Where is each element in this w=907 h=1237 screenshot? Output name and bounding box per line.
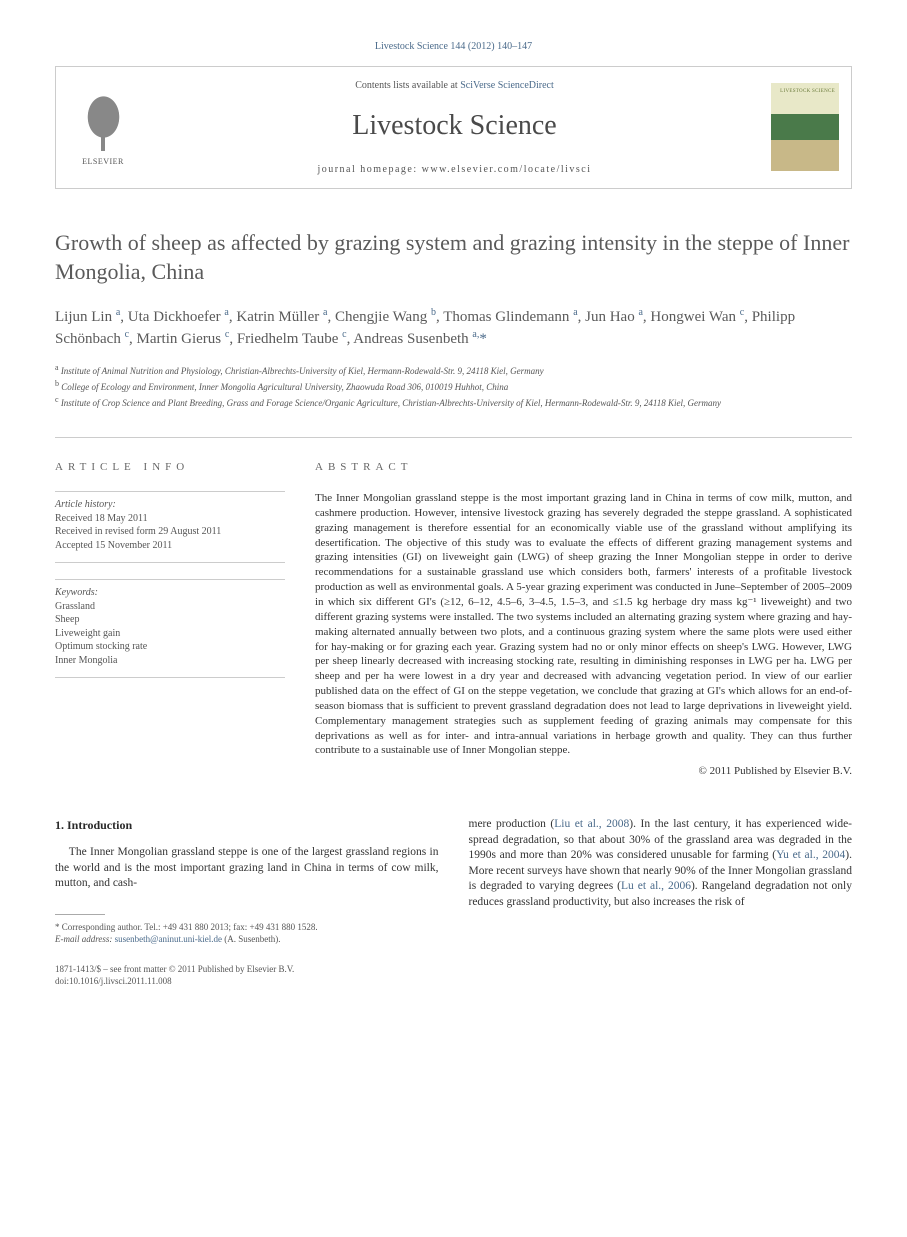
received-line: Received 18 May 2011 (55, 512, 285, 526)
accepted-line: Accepted 15 November 2011 (55, 539, 285, 553)
intro-col2: mere production (Liu et al., 2008). In t… (469, 817, 853, 910)
article-info: ARTICLE INFO Article history: Received 1… (55, 460, 285, 779)
abstract-copyright: © 2011 Published by Elsevier B.V. (315, 764, 852, 779)
email-suffix: (A. Susenbeth). (222, 934, 281, 944)
revised-line: Received in revised form 29 August 2011 (55, 525, 285, 539)
journal-reference: Livestock Science 144 (2012) 140–147 (55, 40, 852, 54)
info-abstract-row: ARTICLE INFO Article history: Received 1… (55, 437, 852, 779)
keyword-2: Liveweight gain (55, 627, 285, 641)
left-column: 1. Introduction The Inner Mongolian gras… (55, 817, 439, 987)
journal-name: Livestock Science (153, 107, 756, 145)
keyword-0: Grassland (55, 600, 285, 614)
issn-line: 1871-1413/$ – see front matter © 2011 Pu… (55, 963, 439, 975)
elsevier-logo: ELSEVIER (68, 87, 138, 167)
page: Livestock Science 144 (2012) 140–147 ELS… (0, 0, 907, 1027)
corr-author: * Corresponding author. Tel.: +49 431 88… (55, 921, 439, 933)
elsevier-tree-icon (76, 93, 131, 153)
article-info-heading: ARTICLE INFO (55, 460, 285, 475)
homepage-line: journal homepage: www.elsevier.com/locat… (153, 163, 756, 177)
contents-line: Contents lists available at SciVerse Sci… (153, 79, 756, 93)
footnote-separator (55, 914, 105, 915)
contents-prefix: Contents lists available at (355, 80, 460, 91)
affiliation-b: b College of Ecology and Environment, In… (55, 378, 852, 394)
history-group: Article history: Received 18 May 2011 Re… (55, 491, 285, 563)
cover-thumbnail (771, 83, 839, 171)
history-label: Article history: (55, 491, 285, 512)
email-link[interactable]: susenbeth@aninut.uni-kiel.de (115, 934, 222, 944)
keywords-group: Keywords: Grassland Sheep Liveweight gai… (55, 579, 285, 678)
email-label: E-mail address: (55, 934, 115, 944)
keyword-4: Inner Mongolia (55, 654, 285, 668)
keywords-label: Keywords: (55, 579, 285, 600)
footnote: * Corresponding author. Tel.: +49 431 88… (55, 921, 439, 945)
doi-line: doi:10.1016/j.livsci.2011.11.008 (55, 975, 439, 987)
publisher-label: ELSEVIER (82, 157, 124, 168)
header-center: Contents lists available at SciVerse Sci… (153, 79, 756, 177)
right-column: mere production (Liu et al., 2008). In t… (469, 817, 853, 987)
affiliations: a Institute of Animal Nutrition and Phys… (55, 362, 852, 409)
affiliation-a: a Institute of Animal Nutrition and Phys… (55, 362, 852, 378)
keyword-1: Sheep (55, 613, 285, 627)
affiliation-c: c Institute of Crop Science and Plant Br… (55, 394, 852, 410)
abstract-text: The Inner Mongolian grassland steppe is … (315, 491, 852, 758)
intro-heading: 1. Introduction (55, 817, 439, 833)
intro-col1: The Inner Mongolian grassland steppe is … (55, 845, 439, 892)
article-title: Growth of sheep as affected by grazing s… (55, 229, 852, 286)
body-columns: 1. Introduction The Inner Mongolian gras… (55, 817, 852, 987)
abstract-heading: ABSTRACT (315, 460, 852, 475)
sciencedirect-link[interactable]: SciVerse ScienceDirect (460, 80, 554, 91)
doi-link[interactable]: 10.1016/j.livsci.2011.11.008 (69, 976, 172, 986)
authors: Lijun Lin a, Uta Dickhoefer a, Katrin Mü… (55, 306, 852, 350)
journal-header: ELSEVIER Contents lists available at Sci… (55, 66, 852, 190)
abstract-column: ABSTRACT The Inner Mongolian grassland s… (315, 460, 852, 779)
email-line: E-mail address: susenbeth@aninut.uni-kie… (55, 933, 439, 945)
issn-doi: 1871-1413/$ – see front matter © 2011 Pu… (55, 963, 439, 987)
keyword-3: Optimum stocking rate (55, 640, 285, 654)
